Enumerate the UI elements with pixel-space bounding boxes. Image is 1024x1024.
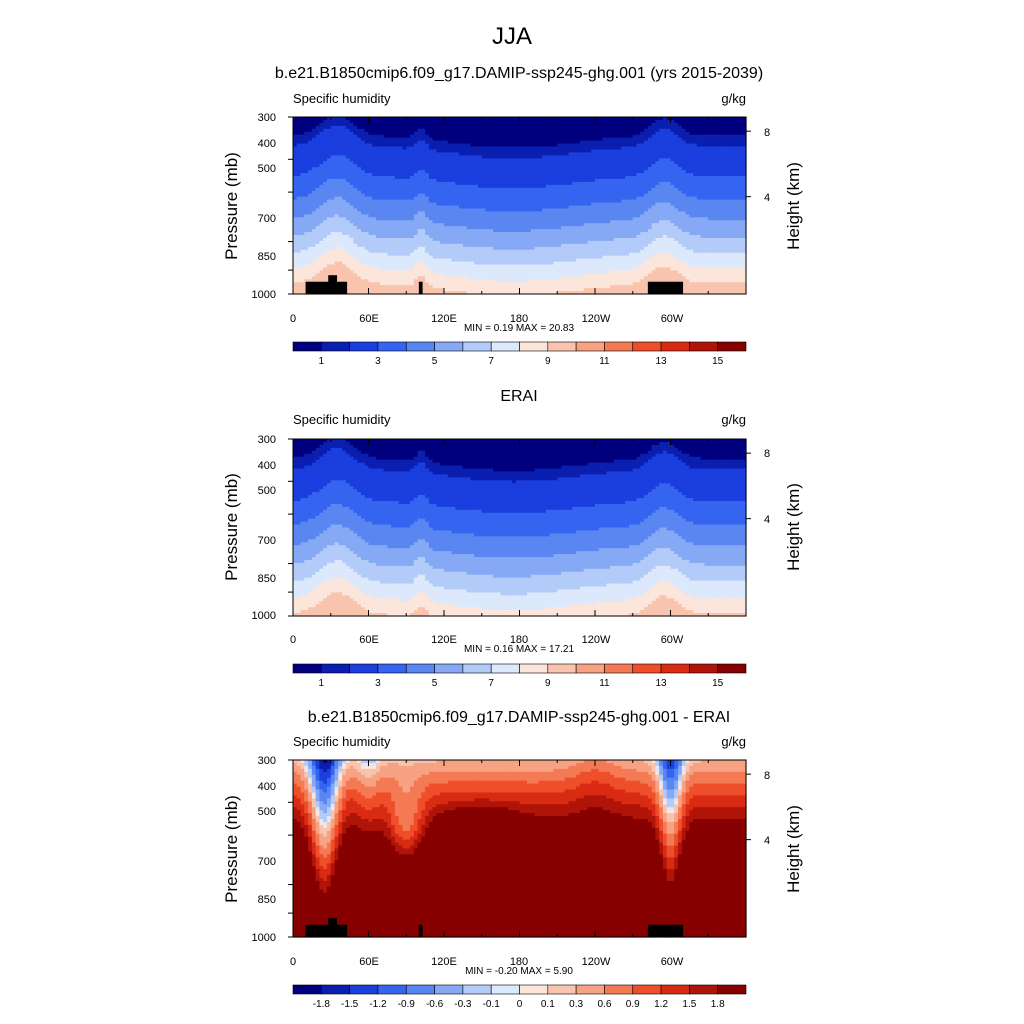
panel-1-units-label: g/kg xyxy=(721,91,746,106)
panel-1: b.e21.B1850cmip6.f09_g17.DAMIP-ssp245-gh… xyxy=(222,65,803,367)
panel-1-plot-area xyxy=(288,117,751,295)
panel-1-variable-label: Specific humidity xyxy=(293,91,391,106)
panel-1-title: b.e21.B1850cmip6.f09_g17.DAMIP-ssp245-gh… xyxy=(275,65,763,82)
figure-title: JJA xyxy=(492,23,532,50)
contour-field xyxy=(293,117,747,295)
